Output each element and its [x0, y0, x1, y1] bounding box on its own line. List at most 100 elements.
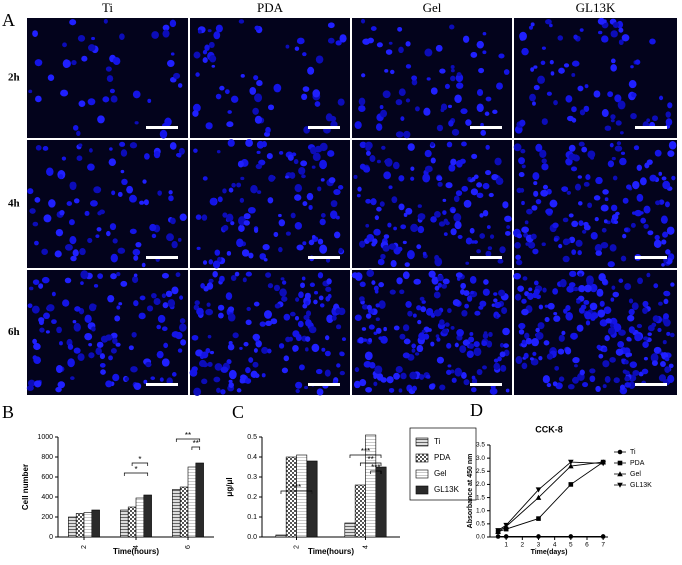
- cell-nucleus: [628, 80, 637, 89]
- cell-nucleus: [294, 46, 300, 51]
- cell-nucleus: [249, 86, 257, 95]
- cell-nucleus: [413, 278, 421, 285]
- cell-nucleus: [602, 347, 608, 353]
- cell-nucleus: [476, 88, 484, 97]
- cell-nucleus: [289, 311, 296, 317]
- cell-nucleus: [527, 292, 534, 300]
- row-label: 4h: [8, 198, 20, 210]
- cell-nucleus: [27, 379, 36, 387]
- significance-bracket: [280, 490, 313, 494]
- cell-nucleus: [411, 75, 418, 81]
- cell-nucleus: [361, 304, 369, 310]
- cell-nucleus: [285, 44, 290, 49]
- cell-nucleus: [643, 336, 649, 341]
- cell-nucleus: [226, 121, 234, 128]
- cell-nucleus: [392, 161, 400, 170]
- cell-nucleus: [302, 303, 308, 309]
- cell-nucleus: [331, 315, 337, 321]
- cell-nucleus: [95, 234, 100, 239]
- cell-nucleus: [554, 365, 560, 371]
- panel-label: D: [470, 400, 483, 420]
- cell-nucleus: [590, 312, 599, 319]
- cell-nucleus: [96, 341, 104, 348]
- cell-nucleus: [373, 228, 381, 236]
- cell-nucleus: [106, 230, 111, 237]
- cell-nucleus: [110, 347, 117, 354]
- cell-nucleus: [91, 326, 96, 332]
- cell-nucleus: [454, 367, 463, 377]
- cell-nucleus: [228, 379, 233, 384]
- cell-nucleus: [617, 341, 625, 348]
- cell-nucleus: [297, 320, 304, 328]
- cell-nucleus: [405, 300, 412, 308]
- cell-nucleus: [382, 244, 390, 252]
- cell-nucleus: [473, 347, 482, 357]
- cell-nucleus: [69, 235, 77, 245]
- cell-nucleus: [532, 351, 537, 356]
- cell-nucleus: [236, 182, 242, 188]
- cell-nucleus: [388, 41, 393, 45]
- legend-swatch: [415, 469, 429, 479]
- cell-nucleus: [71, 59, 77, 66]
- cell-nucleus: [390, 259, 397, 268]
- panel-label: C: [232, 402, 244, 422]
- cell-nucleus: [315, 368, 323, 375]
- cell-nucleus: [641, 368, 649, 375]
- cell-nucleus: [169, 19, 177, 28]
- cell-nucleus: [34, 240, 39, 246]
- cell-nucleus: [106, 75, 114, 83]
- cell-nucleus: [195, 349, 204, 357]
- cell-nucleus: [417, 319, 422, 325]
- cell-nucleus: [67, 358, 75, 368]
- cell-nucleus: [132, 248, 141, 256]
- y-tick-label: 0: [49, 534, 53, 541]
- cell-nucleus: [422, 251, 427, 256]
- chart-title: CCK-8: [535, 424, 563, 434]
- cell-nucleus: [294, 221, 303, 230]
- cell-nucleus: [590, 155, 595, 160]
- cell-nucleus: [216, 149, 221, 154]
- cell-nucleus: [253, 227, 259, 233]
- cell-nucleus: [109, 223, 117, 231]
- cell-nucleus: [631, 92, 637, 98]
- cell-nucleus: [607, 160, 615, 168]
- cell-nucleus: [513, 272, 522, 280]
- cell-nucleus: [411, 343, 417, 349]
- cell-nucleus: [664, 357, 670, 362]
- cell-nucleus: [72, 125, 79, 131]
- cell-nucleus: [602, 189, 609, 195]
- cell-nucleus: [524, 332, 530, 340]
- cell-nucleus: [631, 302, 639, 311]
- cell-nucleus: [309, 282, 316, 287]
- cell-nucleus: [393, 226, 397, 231]
- cell-nucleus: [308, 326, 317, 334]
- cell-nucleus: [399, 333, 406, 340]
- cell-nucleus: [465, 237, 473, 245]
- cell-nucleus: [375, 303, 380, 308]
- cell-nucleus: [447, 364, 452, 368]
- cell-nucleus: [589, 302, 598, 311]
- micrograph: [190, 18, 350, 138]
- cell-nucleus: [228, 187, 234, 193]
- cell-nucleus: [103, 18, 108, 24]
- cell-nucleus: [165, 290, 173, 298]
- cell-nucleus: [666, 331, 671, 336]
- cell-nucleus: [419, 374, 425, 380]
- cell-nucleus: [658, 171, 663, 176]
- cell-nucleus: [549, 59, 554, 65]
- cell-nucleus: [521, 164, 526, 169]
- cell-nucleus: [31, 305, 40, 314]
- cell-nucleus: [162, 302, 169, 309]
- cell-nucleus: [404, 262, 410, 267]
- cell-nucleus: [216, 387, 221, 393]
- point: [568, 482, 574, 487]
- cell-nucleus: [51, 291, 56, 297]
- cell-nucleus: [416, 344, 424, 353]
- cell-nucleus: [460, 282, 467, 289]
- cell-nucleus: [540, 60, 546, 65]
- cell-nucleus: [650, 353, 659, 363]
- cell-nucleus: [571, 117, 577, 123]
- cell-nucleus: [411, 79, 418, 86]
- cell-nucleus: [114, 315, 121, 322]
- cell-nucleus: [646, 272, 651, 278]
